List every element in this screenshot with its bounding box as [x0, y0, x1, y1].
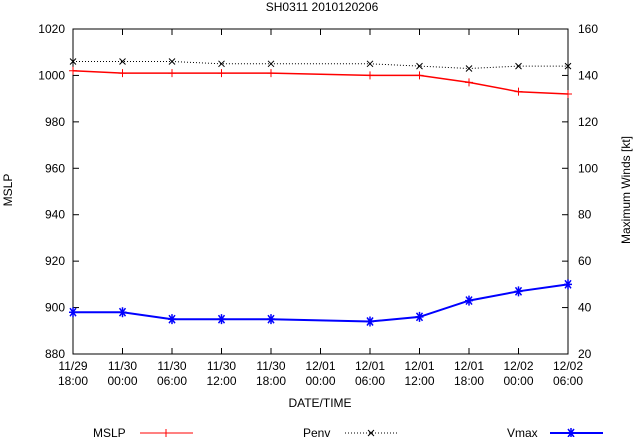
y-tick-label-left: 1020	[38, 22, 65, 36]
x-tick-label-date: 11/30	[207, 359, 236, 373]
data-point-vmax	[564, 279, 572, 290]
legend-marker-mslp	[162, 429, 170, 437]
x-ticks: 11/2918:0011/3000:0011/3006:0011/3012:00…	[58, 29, 583, 388]
data-point-vmax	[267, 314, 275, 325]
data-point-vmax	[465, 295, 473, 306]
x-tick-label-time: 12:00	[206, 374, 236, 388]
x-axis-label: DATE/TIME	[288, 396, 351, 410]
data-point-penv	[465, 65, 473, 72]
x-tick-label-time: 18:00	[256, 374, 286, 388]
data-point-penv	[69, 58, 77, 65]
x-tick-label-time: 00:00	[503, 374, 533, 388]
series-layer	[69, 58, 572, 327]
x-tick-label-date: 12/01	[404, 359, 434, 373]
y-tick-label-right: 60	[578, 254, 592, 268]
data-point-mslp	[69, 66, 77, 75]
y-tick-label-right: 120	[578, 115, 598, 129]
data-point-penv	[168, 58, 176, 65]
x-tick-label-time: 06:00	[157, 374, 187, 388]
x-tick-label-time: 00:00	[107, 374, 137, 388]
chart-title: SH0311 2010120206	[266, 0, 379, 14]
x-tick-label-date: 11/30	[256, 359, 285, 373]
x-tick-label-date: 11/30	[157, 359, 186, 373]
data-point-mslp	[465, 78, 473, 87]
data-point-mslp	[415, 71, 424, 80]
legend-label-mslp: MSLP	[93, 426, 126, 437]
y-tick-label-left: 960	[45, 161, 65, 175]
data-point-penv	[218, 60, 225, 68]
data-point-penv	[515, 62, 522, 70]
data-point-vmax	[415, 311, 424, 322]
data-point-penv	[267, 60, 275, 68]
x-tick-label-time: 06:00	[553, 374, 583, 388]
data-point-penv	[366, 60, 374, 68]
data-point-vmax	[168, 314, 176, 325]
data-point-mslp	[168, 69, 176, 78]
data-point-mslp	[514, 87, 523, 96]
legend-item-mslp: MSLP	[93, 426, 193, 437]
y-tick-label-right: 140	[578, 68, 598, 82]
data-point-penv	[564, 62, 572, 70]
y-tick-label-left: 1000	[38, 68, 65, 82]
legend-item-penv: Penv	[303, 426, 398, 437]
y-tick-label-left: 980	[45, 115, 65, 129]
x-tick-label-time: 00:00	[305, 374, 335, 388]
x-tick-label-time: 18:00	[454, 374, 484, 388]
series-line-penv	[73, 61, 568, 70]
legend-marker-vmax	[567, 428, 575, 437]
y-ticks-right: 20 40 60 80 100 120 140 160	[578, 22, 598, 361]
x-tick-label-time: 18:00	[58, 374, 88, 388]
x-tick-label-date: 12/01	[454, 359, 484, 373]
y-tick-label-left: 940	[45, 208, 65, 222]
y-tick-label-right: 80	[578, 208, 592, 222]
y-axis-label-right: Maximum Winds [kt]	[619, 136, 633, 244]
legend-item-vmax: Vmax	[507, 426, 603, 437]
y-tick-label-right: 100	[578, 161, 598, 175]
data-point-vmax	[69, 307, 77, 318]
series-line-vmax	[73, 283, 569, 323]
y-tick-label-left: 880	[45, 347, 65, 361]
y-ticks-left: 880 900 920 940 960 980 1000 1020	[38, 22, 568, 361]
x-tick-label-date: 12/01	[355, 359, 385, 373]
x-tick-label-date: 12/02	[503, 359, 533, 373]
x-tick-label-date: 12/02	[553, 359, 583, 373]
plot-frame	[72, 28, 569, 355]
data-point-mslp	[267, 69, 275, 78]
x-tick-label-time: 06:00	[355, 374, 385, 388]
data-point-vmax	[217, 314, 226, 325]
y-tick-label-right: 160	[578, 22, 598, 36]
legend-marker-penv	[367, 429, 375, 437]
data-point-penv	[416, 62, 423, 70]
data-point-vmax	[366, 316, 374, 327]
x-tick-label-time: 12:00	[404, 374, 434, 388]
data-point-mslp	[564, 90, 572, 98]
y-tick-label-left: 900	[45, 301, 65, 315]
data-point-penv	[119, 58, 126, 65]
x-tick-label-date: 11/30	[108, 359, 137, 373]
data-point-mslp	[118, 69, 127, 78]
data-point-vmax	[514, 286, 523, 297]
y-tick-label-left: 920	[45, 254, 65, 268]
x-tick-label-date: 11/29	[58, 359, 87, 373]
y-tick-label-right: 40	[578, 301, 592, 315]
data-point-mslp	[366, 71, 374, 80]
data-point-mslp	[217, 69, 226, 78]
y-axis-label-left: MSLP	[1, 174, 15, 207]
data-point-vmax	[118, 307, 127, 318]
legend-label-vmax: Vmax	[507, 426, 538, 437]
legend-label-penv: Penv	[303, 426, 330, 437]
y-tick-label-right: 20	[578, 347, 592, 361]
series-line-mslp	[72, 70, 569, 95]
x-tick-label-date: 12/01	[305, 359, 335, 373]
legend: MSLP Penv Vmax	[93, 426, 603, 437]
